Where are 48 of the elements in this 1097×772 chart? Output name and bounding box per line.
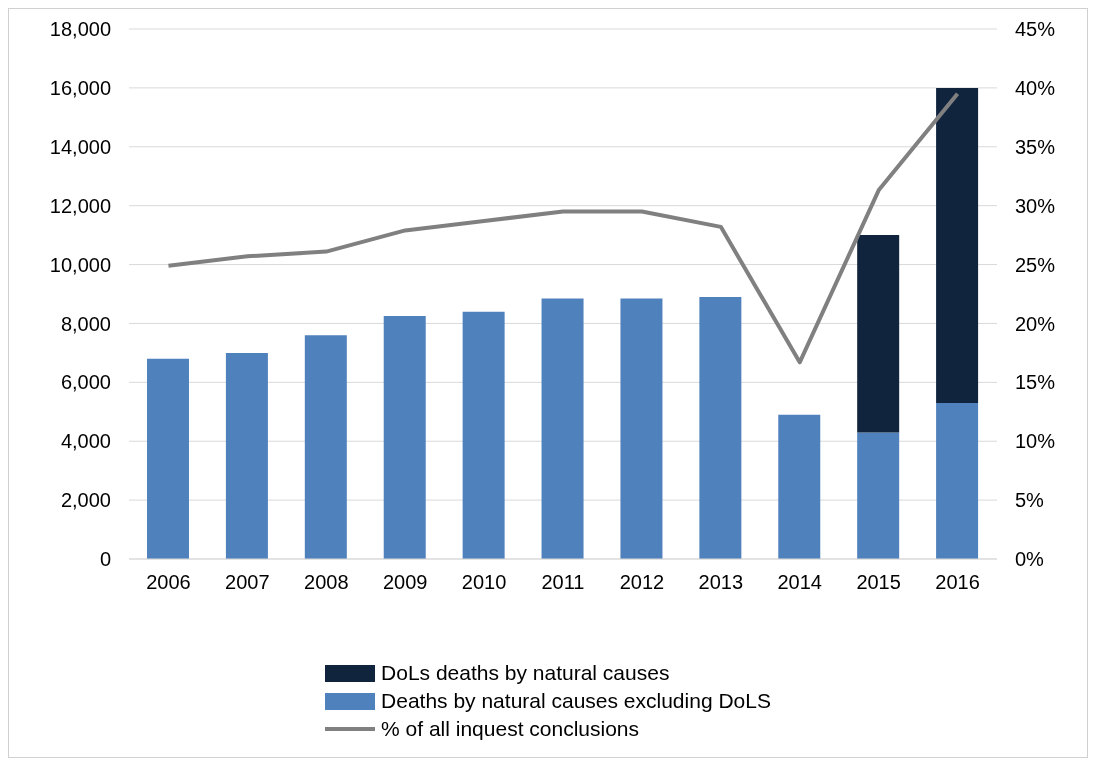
x-tick-label: 2016 <box>935 571 980 594</box>
bar <box>778 414 821 559</box>
y2-tick-label: 35% <box>1015 135 1056 158</box>
y2-tick-label: 15% <box>1015 371 1056 394</box>
y-tick-label: 2,000 <box>60 489 111 512</box>
y2-tick-label: 0% <box>1015 548 1045 571</box>
y2-tick-label: 45% <box>1015 18 1056 41</box>
legend-label: % of all inquest conclusions <box>381 717 640 741</box>
bar <box>620 298 663 559</box>
bar <box>541 298 584 559</box>
bar <box>383 316 426 559</box>
y-tick-label: 12,000 <box>49 194 111 217</box>
y-tick-label: 18,000 <box>49 18 111 41</box>
bar <box>857 432 900 559</box>
legend-label: DoLs deaths by natural causes <box>381 661 670 685</box>
x-tick-label: 2010 <box>461 571 507 594</box>
x-tick-label: 2015 <box>856 571 901 594</box>
x-tick-label: 2012 <box>619 571 665 594</box>
y2-tick-label: 40% <box>1015 76 1056 99</box>
bar <box>699 296 742 559</box>
y-tick-label: 4,000 <box>60 430 111 453</box>
x-tick-label: 2009 <box>382 571 428 594</box>
bar <box>857 235 900 433</box>
y-tick-label: 8,000 <box>60 312 111 335</box>
x-tick-label: 2014 <box>777 571 822 594</box>
line-series <box>166 91 960 365</box>
y-tick-label: 10,000 <box>49 253 111 276</box>
x-tick-label: 2011 <box>541 571 585 594</box>
y-tick-label: 6,000 <box>60 371 111 394</box>
y-tick-label: 0 <box>99 548 111 571</box>
y2-tick-label: 25% <box>1015 253 1056 276</box>
x-tick-label: 2008 <box>304 571 349 594</box>
bar <box>936 87 979 403</box>
y-tick-label: 14,000 <box>49 135 111 158</box>
bar <box>936 402 979 559</box>
x-tick-label: 2007 <box>225 571 270 594</box>
x-tick-label: 2006 <box>146 571 191 594</box>
y2-tick-label: 10% <box>1015 430 1056 453</box>
y2-tick-label: 5% <box>1015 489 1045 512</box>
y2-tick-label: 20% <box>1015 312 1056 335</box>
x-tick-label: 2013 <box>698 571 744 594</box>
bar <box>304 335 347 559</box>
bar <box>147 358 189 559</box>
bar <box>462 311 505 559</box>
y2-tick-label: 30% <box>1015 194 1056 217</box>
y-tick-label: 16,000 <box>49 76 111 99</box>
legend-label: Deaths by natural causes excluding DoLS <box>381 689 771 713</box>
bar <box>225 352 268 559</box>
